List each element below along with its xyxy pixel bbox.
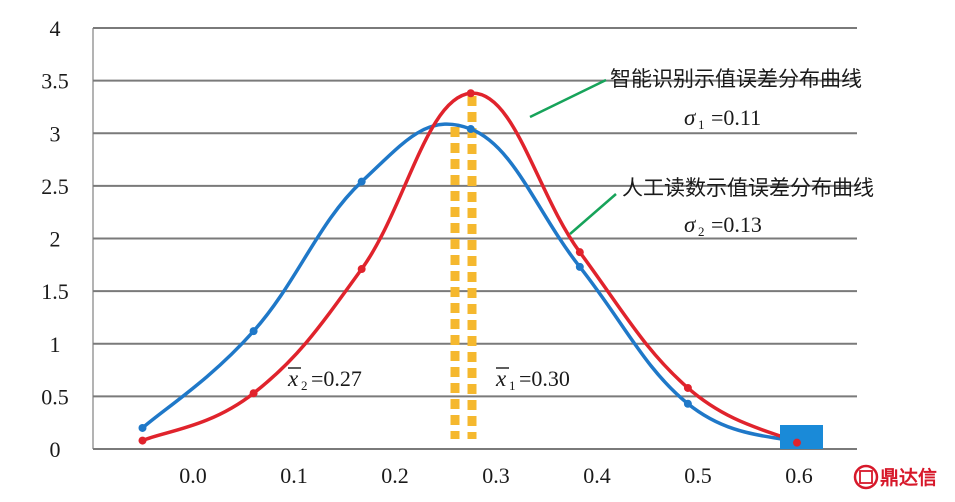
leader-line-1: [529, 78, 607, 119]
sigma-value: =0.11: [711, 105, 761, 130]
series-label-1: 智能识别示值误差分布曲线: [610, 67, 862, 91]
y-tick-label: 0.5: [41, 384, 69, 409]
data-point: [575, 248, 584, 257]
x-tick-label: 0.6: [785, 463, 813, 488]
data-point: [357, 265, 366, 274]
x-tick-label: 0.0: [179, 463, 207, 488]
x-tick-label: 0.2: [381, 463, 409, 488]
sigma-symbol: σ: [684, 105, 697, 130]
x-tick-label: 0.5: [684, 463, 712, 488]
brand-logo: 鼎达信: [853, 464, 937, 490]
data-point: [357, 177, 366, 186]
data-point: [466, 125, 475, 134]
logo-mark: [859, 470, 873, 484]
data-point: [138, 436, 147, 445]
logo-text: 鼎达信: [880, 466, 937, 489]
y-tick-label: 2: [50, 227, 61, 252]
sigma-value: =0.13: [711, 212, 762, 237]
data-point: [792, 438, 801, 447]
mean-value: =0.30: [519, 366, 570, 391]
data-point: [249, 389, 258, 398]
mean-value: =0.27: [311, 366, 362, 391]
y-tick-label: 4: [50, 16, 61, 41]
y-tick-label: 3.5: [41, 69, 69, 94]
logo-badge: [853, 464, 879, 490]
end-marker: [780, 425, 823, 449]
mean-lines: [450, 96, 477, 439]
series-lines: [138, 89, 823, 449]
data-point: [466, 89, 475, 98]
x-axis-ticks: 0.0 0.1 0.2 0.3 0.4 0.5 0.6: [179, 463, 813, 488]
data-point: [683, 399, 692, 408]
y-tick-label: 1: [50, 332, 61, 357]
series-label-2: 人工读数示值误差分布曲线: [622, 176, 874, 200]
xbar-subscript: 2: [301, 378, 308, 393]
y-tick-label: 1.5: [41, 279, 69, 304]
x-tick-label: 0.3: [482, 463, 510, 488]
data-point: [575, 262, 584, 271]
y-axis-ticks: 0 0.5 1 1.5 2 2.5 3 3.5 4: [41, 16, 69, 462]
data-point: [683, 383, 692, 392]
y-tick-label: 2.5: [41, 174, 69, 199]
x-tick-label: 0.4: [583, 463, 611, 488]
sigma-subscript: 1: [698, 117, 705, 132]
sigma-subscript: 2: [698, 224, 705, 239]
y-tick-label: 3: [50, 121, 61, 146]
xbar-subscript: 1: [509, 378, 516, 393]
leader-line-2: [569, 193, 617, 235]
data-point: [249, 327, 258, 336]
xbar-symbol: x: [287, 366, 299, 391]
y-tick-label: 0: [50, 437, 61, 462]
x-tick-label: 0.1: [280, 463, 308, 488]
sigma-symbol: σ: [684, 212, 697, 237]
xbar-symbol: x: [495, 366, 507, 391]
data-point: [138, 423, 147, 432]
